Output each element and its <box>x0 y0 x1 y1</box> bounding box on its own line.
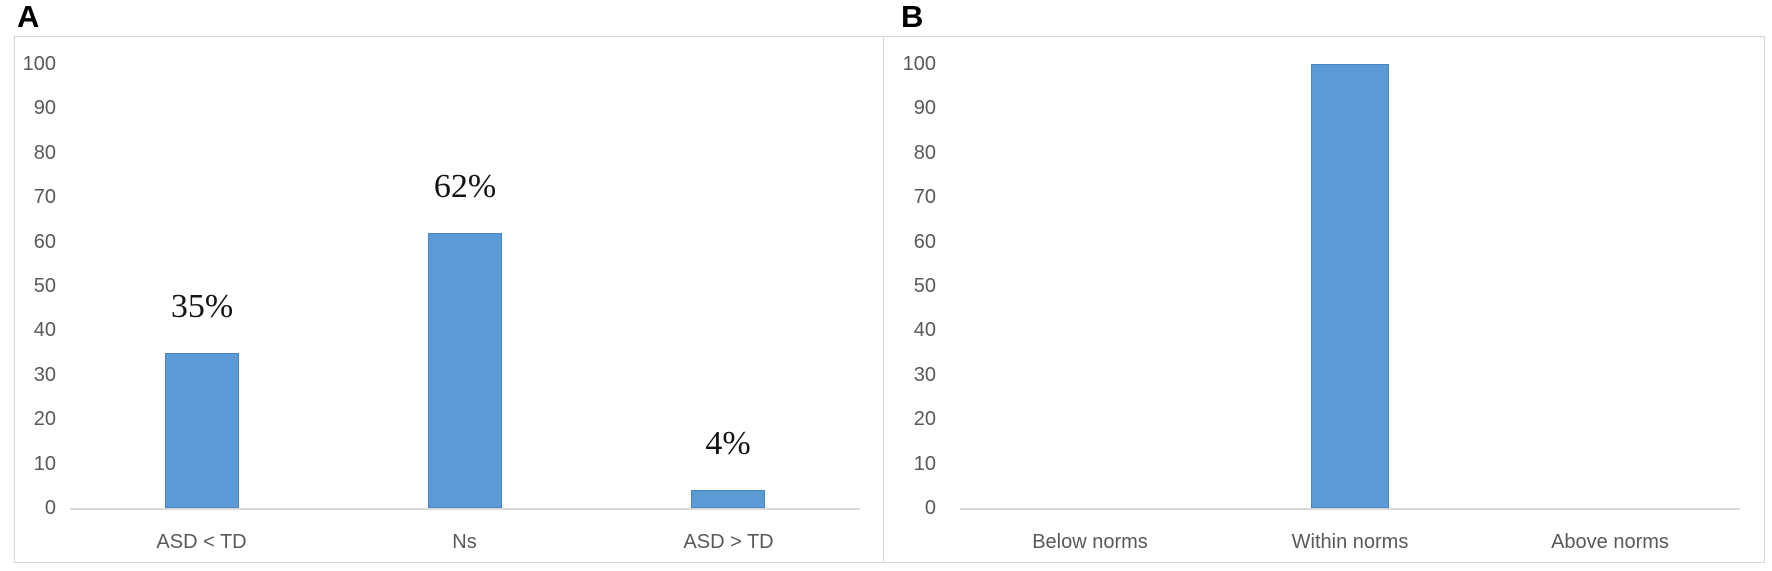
category-label-ns: Ns <box>452 531 477 553</box>
y-axis-tick-label: 0 <box>44 497 56 519</box>
category-label-below-norms: Below norms <box>1032 531 1148 553</box>
bar-ns <box>428 233 502 508</box>
y-axis-tick-label: 30 <box>33 363 56 386</box>
y-axis-tick-label: 30 <box>913 363 936 386</box>
y-axis-tick-label: 70 <box>33 186 56 209</box>
bar-value-label-asd-td: 4% <box>705 425 751 462</box>
bar-value-label-ns: 62% <box>433 168 497 205</box>
y-axis-tick-label: 10 <box>33 452 56 475</box>
y-axis-tick-label: 50 <box>33 275 56 297</box>
y-axis-tick-label: 70 <box>913 186 936 209</box>
y-axis-tick-label: 80 <box>33 141 56 164</box>
category-label-asd-td: ASD < TD <box>156 531 247 553</box>
y-axis-tick-label: 10 <box>913 452 936 475</box>
panel-b-letter: B <box>901 0 924 34</box>
y-axis-tick-label: 90 <box>33 97 56 120</box>
category-label-within-norms: Within norms <box>1291 531 1409 553</box>
y-axis-tick-label: 40 <box>33 319 56 342</box>
bar-asd-td <box>691 490 765 508</box>
y-axis-tick-label: 0 <box>924 497 936 519</box>
panel-a-chart-area: 100 90 80 70 60 50 40 30 20 10 0 35% ASD < TD 62% Ns 4%… <box>14 36 884 563</box>
y-axis-tick-label: 90 <box>913 97 936 120</box>
y-axis-tick-label: 50 <box>913 275 936 297</box>
bar-within-norms <box>1311 64 1389 508</box>
category-label-asd-td: ASD > TD <box>683 531 774 553</box>
y-axis-tick-label: 60 <box>913 230 936 253</box>
y-axis-tick-label: 20 <box>913 408 936 431</box>
panel-b-chart-area: 100 90 80 70 60 50 40 30 20 10 0 Below norms Within … <box>883 36 1765 563</box>
category-label-above-norms: Above norms <box>1551 531 1669 553</box>
x-axis-line <box>960 508 1740 510</box>
y-axis-tick-label: 60 <box>33 230 56 253</box>
y-axis-tick-label: 100 <box>22 53 56 75</box>
panel-a-letter: A <box>17 0 40 34</box>
y-axis-tick-label: 40 <box>913 319 936 342</box>
y-axis-tick-label: 80 <box>913 141 936 164</box>
y-axis-tick-label: 20 <box>33 408 56 431</box>
x-axis-line <box>70 508 860 510</box>
bar-value-label-asd-td: 35% <box>170 288 234 325</box>
bar-asd-td <box>165 353 239 508</box>
y-axis-tick-label: 100 <box>902 53 936 75</box>
